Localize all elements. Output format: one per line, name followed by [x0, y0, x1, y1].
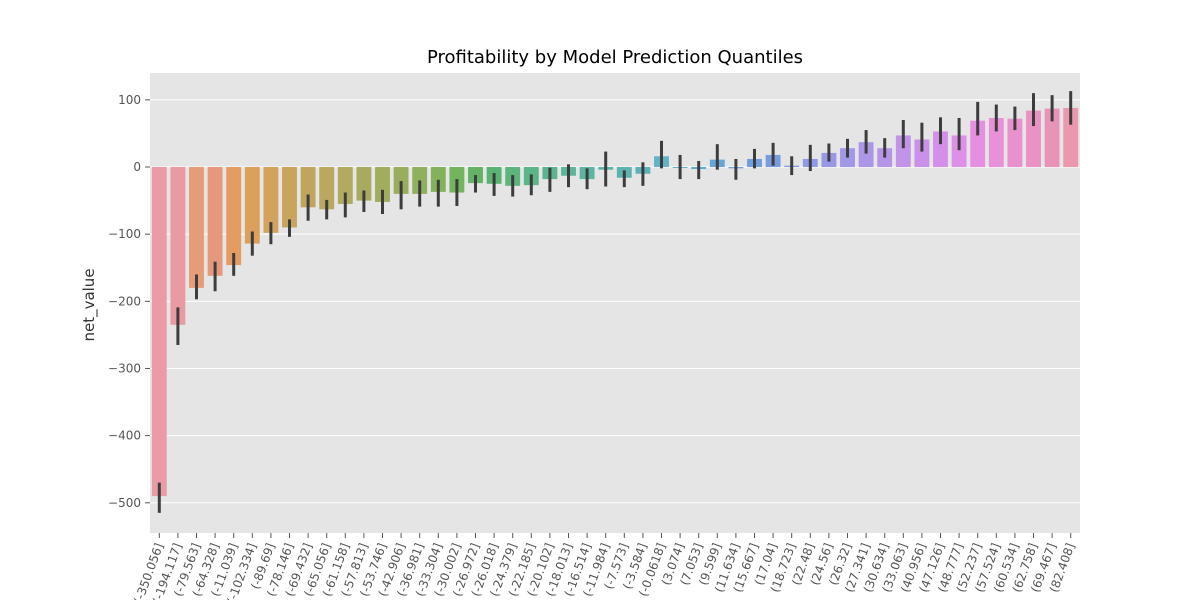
x-tick-layer: (-350.056](-194.117](-79.563](-64.328](-…	[131, 533, 1078, 600]
errorbar-layer	[157, 91, 1073, 513]
bar	[933, 131, 948, 168]
bar	[151, 167, 167, 497]
bar	[1026, 110, 1041, 168]
y-tick-label: −100	[108, 227, 141, 241]
bar	[356, 167, 372, 201]
bar	[951, 135, 967, 168]
y-tick-label: 0	[133, 160, 141, 174]
bar	[226, 167, 242, 266]
bar-layer	[151, 107, 1079, 497]
bar	[337, 167, 353, 204]
chart-title: Profitability by Model Prediction Quanti…	[427, 47, 803, 68]
y-tick-label: −200	[108, 294, 141, 308]
y-tick-label: −500	[108, 496, 141, 510]
y-axis-title: net_value	[80, 268, 99, 341]
bar	[988, 117, 1004, 168]
bar	[282, 167, 297, 228]
bar	[914, 139, 930, 168]
bar	[895, 135, 911, 168]
bar	[300, 167, 316, 208]
bar	[1007, 118, 1023, 168]
bar	[1063, 107, 1079, 168]
bar	[189, 167, 204, 288]
bar	[858, 142, 874, 168]
bar	[170, 167, 186, 325]
y-tick-label: 100	[118, 93, 141, 107]
bar	[375, 167, 390, 202]
bar	[430, 167, 446, 192]
bar	[393, 167, 409, 194]
y-tick-label: −400	[108, 429, 141, 443]
bar	[970, 120, 986, 168]
bar	[1044, 108, 1060, 168]
y-tick-layer: −500 −400 −300 −200 −100 0 100	[108, 93, 150, 510]
bar	[207, 167, 223, 276]
bar	[263, 167, 279, 233]
bar	[244, 167, 260, 244]
bar	[319, 167, 335, 210]
y-tick-label: −300	[108, 361, 141, 375]
